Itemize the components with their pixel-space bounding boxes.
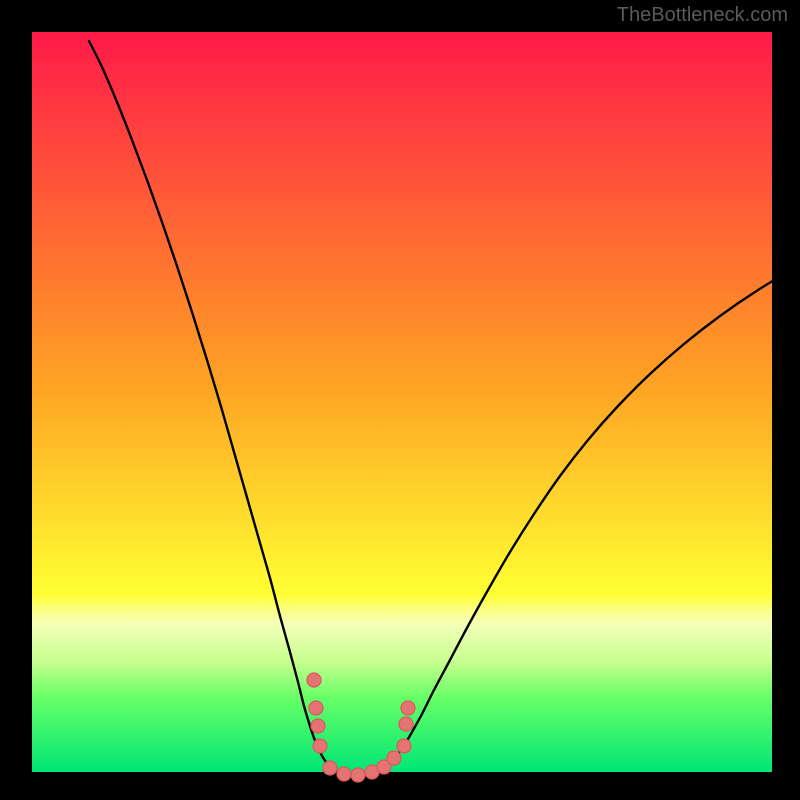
marker-point <box>337 767 351 781</box>
marker-point <box>387 751 401 765</box>
marker-point <box>311 719 325 733</box>
marker-point <box>309 701 323 715</box>
marker-point <box>397 739 411 753</box>
curve-left-branch <box>89 41 314 738</box>
marker-point <box>351 768 365 782</box>
markers-group <box>307 673 415 782</box>
marker-point <box>307 673 321 687</box>
marker-point <box>323 761 337 775</box>
plot-area <box>32 32 772 772</box>
marker-point <box>313 739 327 753</box>
marker-point <box>399 717 413 731</box>
watermark-text: TheBottleneck.com <box>617 4 788 27</box>
marker-point <box>401 701 415 715</box>
curve-right-branch <box>404 266 798 746</box>
chart-svg <box>32 32 772 772</box>
